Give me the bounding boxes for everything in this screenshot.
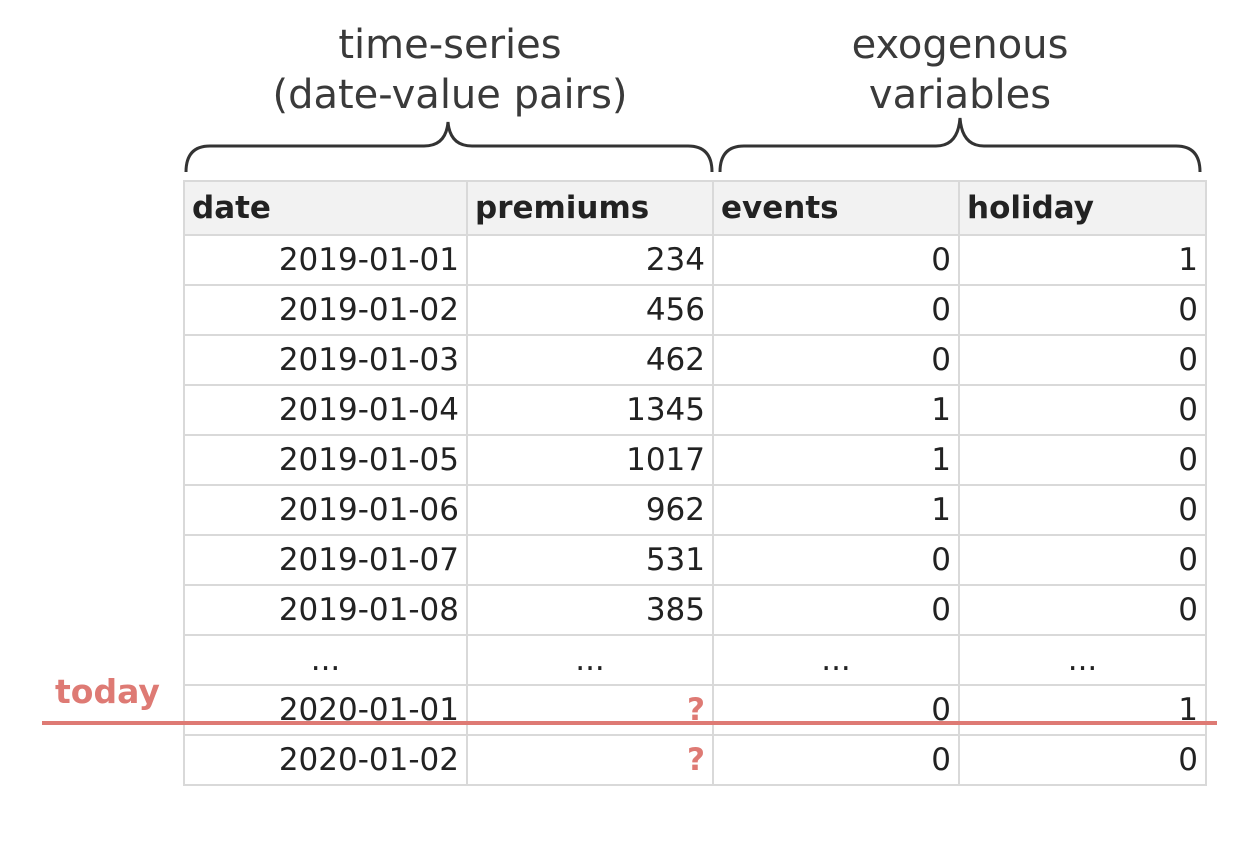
table-row: 2019-01-03 462 0 0 [183, 334, 1207, 386]
time-series-brace [184, 121, 714, 173]
time-series-label-line2: (date-value pairs) [272, 72, 628, 118]
table-row: 2019-01-02 456 0 0 [183, 284, 1207, 336]
col-header-date: date [183, 180, 468, 236]
cell-premiums: 531 [466, 534, 714, 586]
table-row: 2019-01-06 962 1 0 [183, 484, 1207, 536]
cell-date: 2019-01-07 [183, 534, 468, 586]
table-row: 2019-01-08 385 0 0 [183, 584, 1207, 636]
cell-premiums: 385 [466, 584, 714, 636]
time-series-label-line1: time-series [338, 22, 562, 68]
ellipsis-row: ... ... ... ... [183, 634, 1207, 686]
today-label: today [55, 672, 160, 711]
time-series-label: time-series (date-value pairs) [190, 20, 710, 120]
cell-date: 2019-01-03 [183, 334, 468, 386]
exogenous-label: exogenous variables [720, 20, 1200, 120]
cell-holiday: 0 [958, 434, 1207, 486]
ellipsis-cell: ... [466, 634, 714, 686]
ellipsis-cell: ... [712, 634, 960, 686]
cell-holiday: 0 [958, 584, 1207, 636]
cell-holiday: 0 [958, 384, 1207, 436]
cell-events: 0 [712, 534, 960, 586]
unknown-premium-marker: ? [466, 684, 714, 736]
table-row: 2019-01-04 1345 1 0 [183, 384, 1207, 436]
cell-events: 0 [712, 234, 960, 286]
cell-events: 1 [712, 384, 960, 436]
data-table: date premiums events holiday 2019-01-01 … [183, 180, 1207, 786]
cell-holiday: 0 [958, 484, 1207, 536]
cell-date: 2019-01-04 [183, 384, 468, 436]
cell-events: 0 [712, 284, 960, 336]
future-row: 2020-01-02 ? 0 0 [183, 734, 1207, 786]
cell-holiday: 1 [958, 234, 1207, 286]
cell-holiday: 0 [958, 534, 1207, 586]
cell-premiums: 456 [466, 284, 714, 336]
cell-events: 1 [712, 434, 960, 486]
exogenous-brace [718, 117, 1202, 173]
cell-events: 0 [712, 334, 960, 386]
cell-events: 1 [712, 484, 960, 536]
today-divider-line [42, 721, 1217, 725]
cell-holiday: 0 [958, 334, 1207, 386]
table-row: 2019-01-01 234 0 1 [183, 234, 1207, 286]
cell-holiday: 0 [958, 284, 1207, 336]
cell-premiums: 962 [466, 484, 714, 536]
cell-date: 2019-01-08 [183, 584, 468, 636]
cell-events: 0 [712, 684, 960, 736]
cell-date: 2019-01-05 [183, 434, 468, 486]
table-row: 2019-01-05 1017 1 0 [183, 434, 1207, 486]
cell-events: 0 [712, 734, 960, 786]
cell-premiums: 234 [466, 234, 714, 286]
cell-date: 2019-01-02 [183, 284, 468, 336]
exogenous-label-line1: exogenous [851, 22, 1069, 68]
col-header-events: events [712, 180, 960, 236]
cell-events: 0 [712, 584, 960, 636]
exogenous-label-line2: variables [868, 72, 1052, 118]
ellipsis-cell: ... [183, 634, 468, 686]
cell-premiums: 1345 [466, 384, 714, 436]
header-row: date premiums events holiday [183, 180, 1207, 236]
cell-date: 2020-01-02 [183, 734, 468, 786]
cell-premiums: 462 [466, 334, 714, 386]
cell-date: 2019-01-06 [183, 484, 468, 536]
col-header-holiday: holiday [958, 180, 1207, 236]
unknown-premium-marker: ? [466, 734, 714, 786]
cell-holiday: 1 [958, 684, 1207, 736]
ellipsis-cell: ... [958, 634, 1207, 686]
table-row: 2019-01-07 531 0 0 [183, 534, 1207, 586]
cell-date: 2019-01-01 [183, 234, 468, 286]
cell-holiday: 0 [958, 734, 1207, 786]
cell-date: 2020-01-01 [183, 684, 468, 736]
braces [184, 117, 1202, 173]
col-header-premiums: premiums [466, 180, 714, 236]
future-row: 2020-01-01 ? 0 1 [183, 684, 1207, 736]
cell-premiums: 1017 [466, 434, 714, 486]
